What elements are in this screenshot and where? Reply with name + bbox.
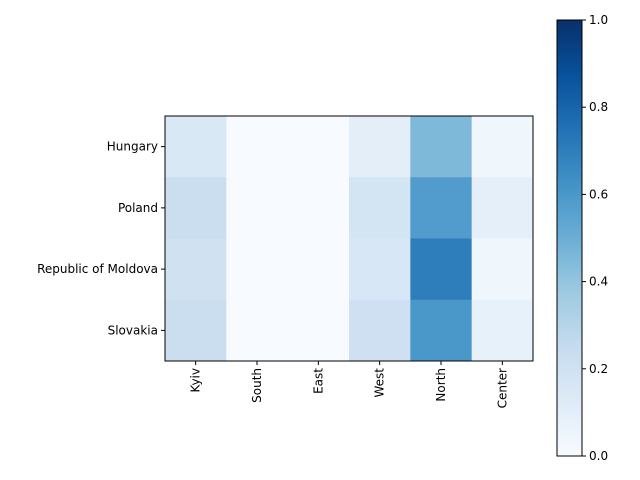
heatmap-cell-2-4 bbox=[410, 238, 473, 301]
heatmap-cell-3-1 bbox=[226, 299, 289, 362]
heatmap-cell-2-5 bbox=[471, 238, 534, 301]
heatmap-cell-0-4 bbox=[410, 116, 473, 178]
heatmap-cell-3-0 bbox=[165, 299, 227, 362]
colorbar-tick-label: 0.0 bbox=[589, 449, 608, 463]
colorbar-tick-label: 0.2 bbox=[589, 362, 608, 376]
x-tick-label: Kyiv bbox=[189, 368, 203, 393]
y-tick-label: Republic of Moldova bbox=[37, 262, 158, 276]
colorbar bbox=[556, 19, 583, 457]
x-axis: Kyiv South East West North Center bbox=[189, 361, 509, 408]
x-tick-label: East bbox=[311, 368, 325, 394]
y-tick-label: Hungary bbox=[107, 140, 158, 154]
heatmap-cell-1-1 bbox=[226, 177, 289, 239]
heatmap-cell-0-3 bbox=[349, 116, 411, 178]
colorbar-axis: 0.0 0.2 0.4 0.6 0.8 1.0 bbox=[582, 13, 608, 463]
heatmap-cell-3-4 bbox=[410, 299, 473, 362]
heatmap-cell-2-3 bbox=[349, 238, 411, 301]
heatmap-cell-2-0 bbox=[165, 238, 227, 301]
y-tick-label: Poland bbox=[118, 201, 158, 215]
y-tick-label: Slovakia bbox=[108, 323, 158, 337]
x-tick-label: South bbox=[250, 368, 264, 403]
heatmap-cell-0-5 bbox=[471, 116, 534, 178]
heatmap-cell-3-3 bbox=[349, 299, 411, 362]
plot-frame bbox=[164, 115, 534, 362]
heatmap-cell-2-1 bbox=[226, 238, 289, 301]
colorbar-tick-label: 0.4 bbox=[589, 275, 608, 289]
heatmap-cell-3-5 bbox=[471, 299, 534, 362]
x-tick-label: Center bbox=[495, 368, 509, 408]
x-tick-label: West bbox=[373, 368, 387, 398]
heatmap-cells bbox=[165, 116, 534, 362]
colorbar-tick-label: 0.6 bbox=[589, 187, 608, 201]
heatmap-cell-1-2 bbox=[287, 177, 350, 239]
heatmap-cell-1-3 bbox=[349, 177, 411, 239]
y-axis: Hungary Poland Republic of Moldova Slovakia bbox=[37, 140, 165, 337]
heatmap-cell-1-4 bbox=[410, 177, 473, 239]
colorbar-tick-label: 0.8 bbox=[589, 100, 608, 114]
heatmap-cell-0-1 bbox=[226, 116, 289, 178]
heatmap-cell-0-0 bbox=[165, 116, 227, 178]
heatmap-cell-1-5 bbox=[471, 177, 534, 239]
heatmap-cell-2-2 bbox=[287, 238, 350, 301]
colorbar-tick-label: 1.0 bbox=[589, 13, 608, 27]
heatmap-cell-3-2 bbox=[287, 299, 350, 362]
heatmap-cell-1-0 bbox=[165, 177, 227, 239]
x-tick-label: North bbox=[434, 368, 448, 402]
heatmap-cell-0-2 bbox=[287, 116, 350, 178]
